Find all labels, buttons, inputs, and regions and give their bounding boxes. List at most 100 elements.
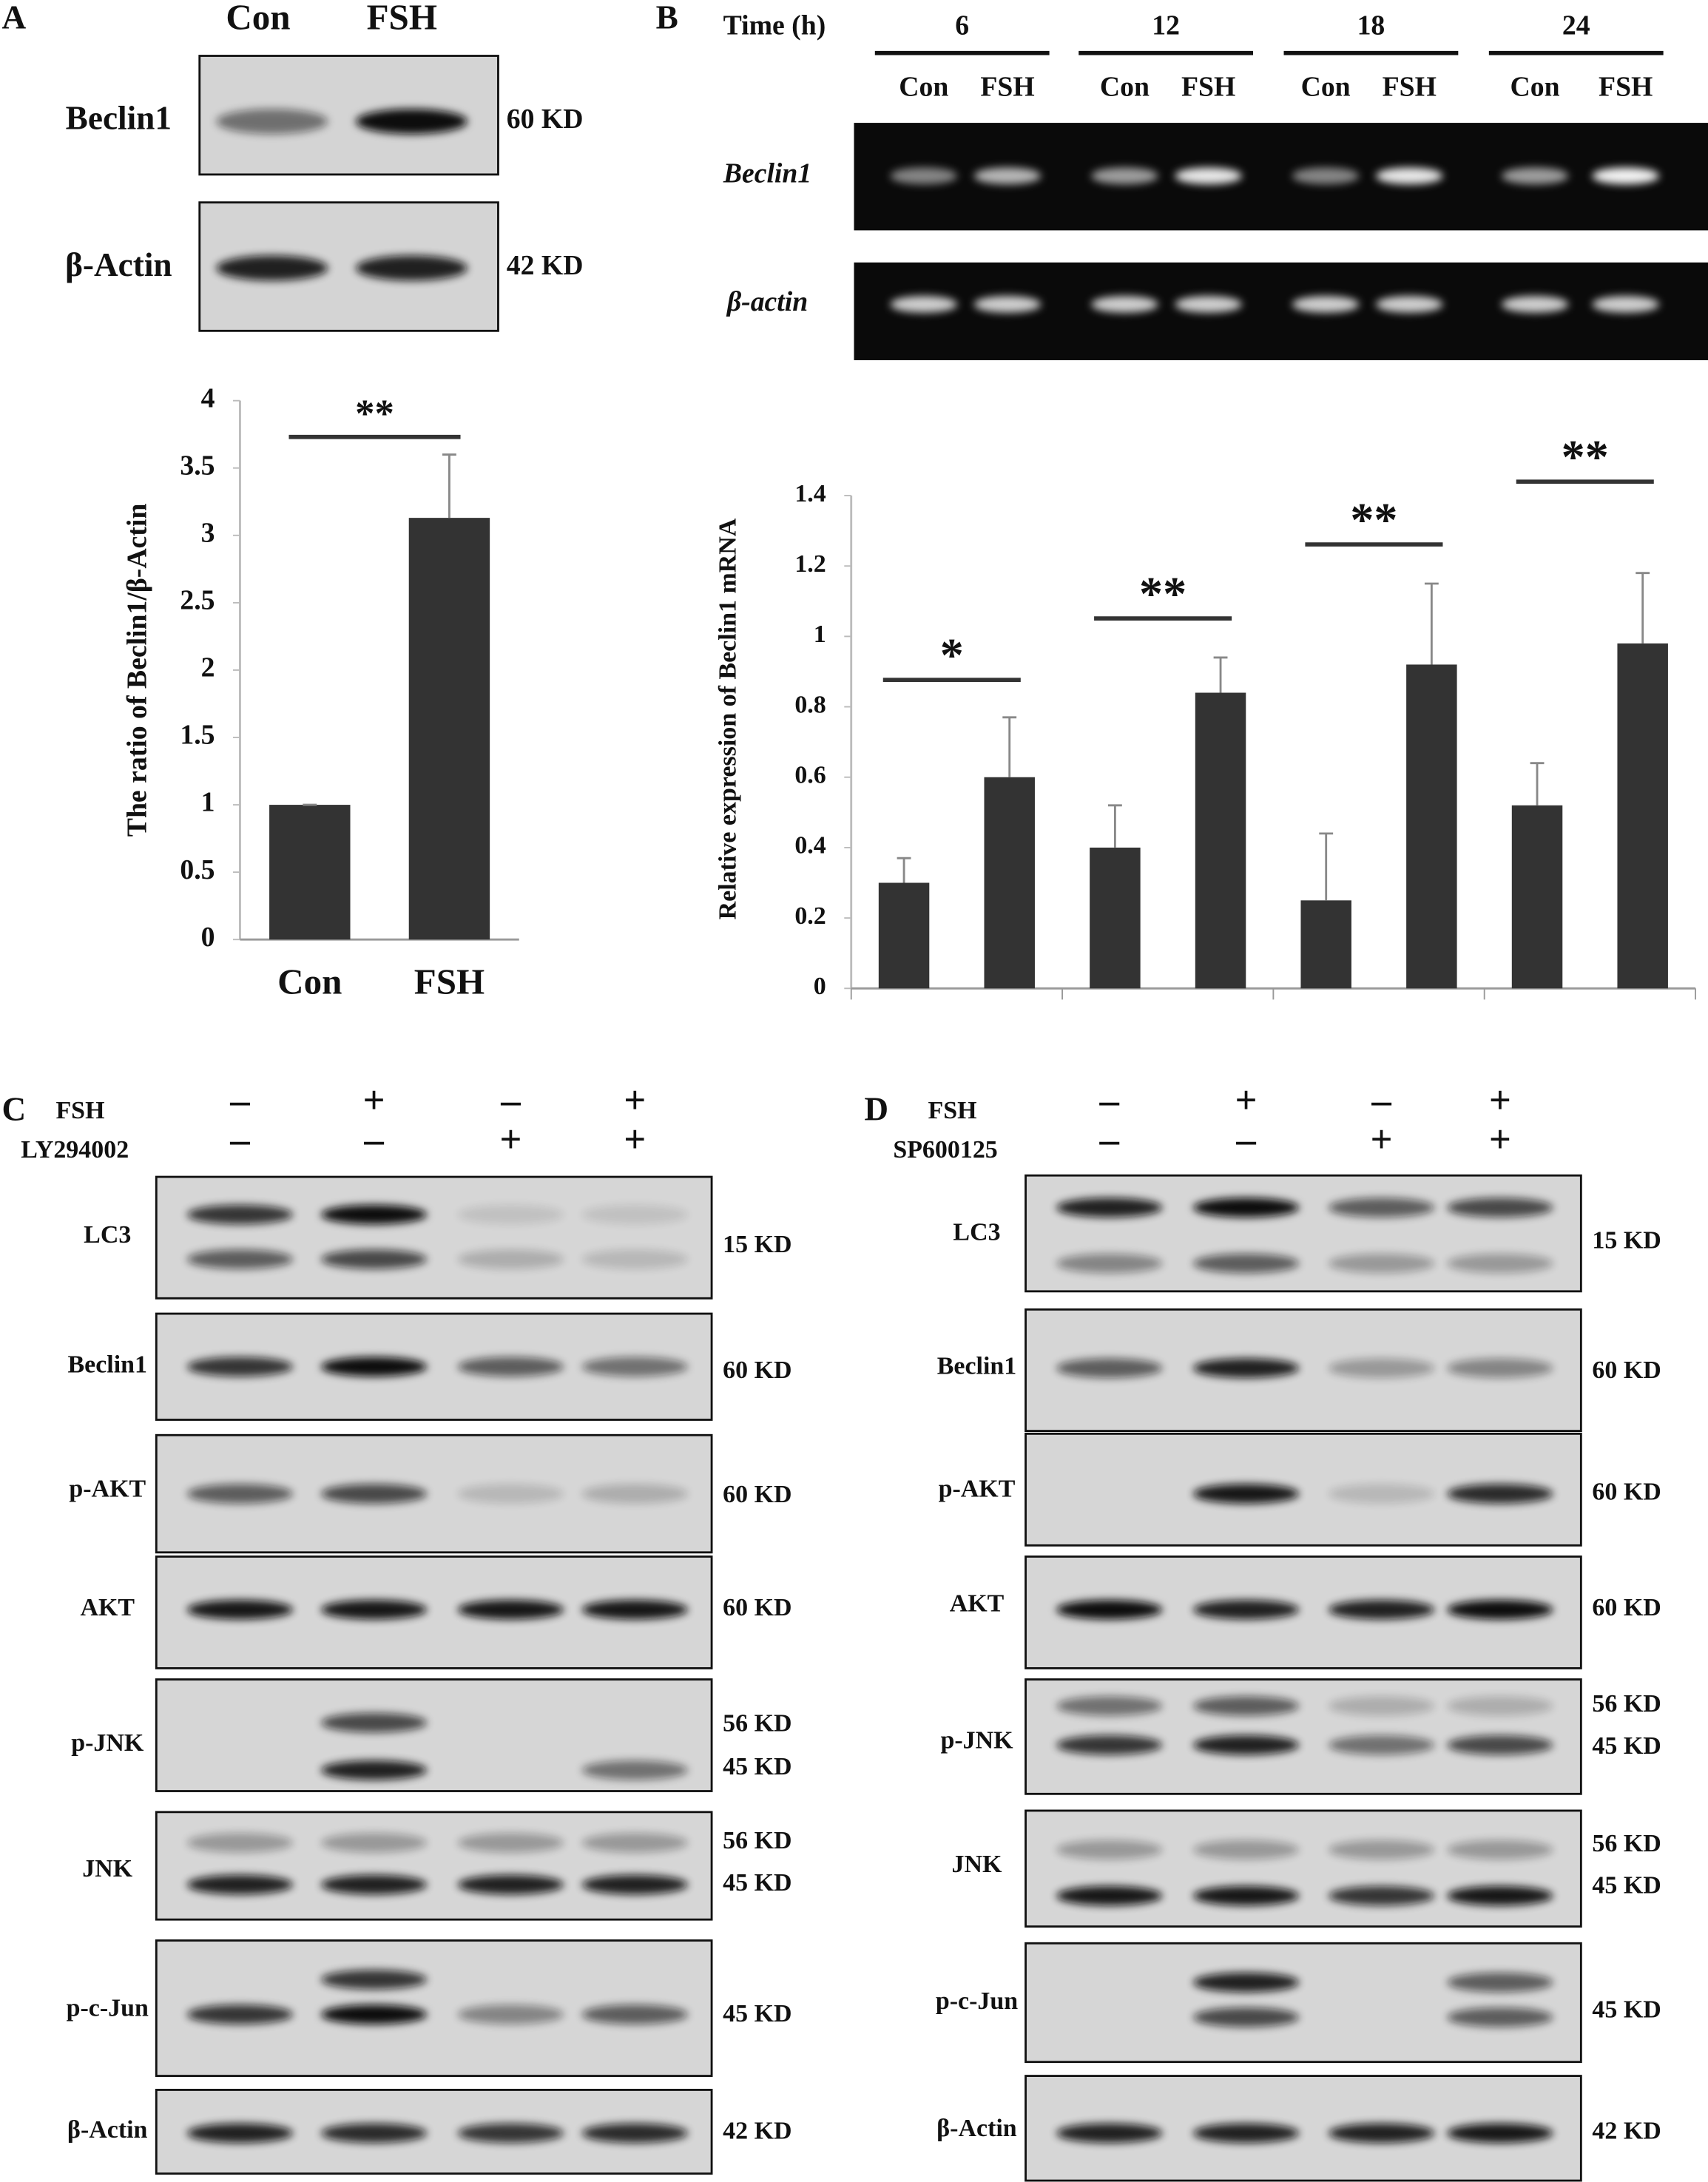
blot-label: β-Actin	[65, 246, 172, 283]
bar	[984, 777, 1035, 989]
blot-label: p-AKT	[69, 1476, 146, 1503]
time-value: 6	[955, 10, 969, 41]
y-tick-label: 0.6	[794, 762, 826, 789]
blot-label: p-c-Jun	[936, 1987, 1018, 2015]
band	[1328, 1484, 1435, 1504]
band	[1592, 167, 1659, 185]
x-tick-label: Con	[277, 962, 342, 1002]
band	[186, 2123, 294, 2144]
significance-mark: **	[1139, 567, 1187, 620]
y-tick-label: 0.4	[794, 832, 826, 859]
band	[1192, 1735, 1300, 1755]
blot	[1025, 1942, 1582, 2064]
blot	[1025, 1809, 1582, 1928]
band	[581, 1599, 689, 1620]
band	[320, 1970, 428, 1990]
blot-label: Beclin1	[66, 100, 172, 137]
blot-size: 60 KD	[1592, 1357, 1661, 1384]
band	[457, 2123, 564, 2144]
blot-label: LC3	[84, 1221, 131, 1249]
band	[320, 2123, 428, 2144]
y-axis-label: The ratio of Beclin1/β-Actin	[121, 504, 152, 837]
blot-label: Beclin1	[68, 1351, 147, 1379]
band	[186, 1833, 294, 1853]
treatment-sign: +	[624, 1079, 646, 1122]
y-tick-label: 0.5	[180, 854, 215, 885]
band	[457, 1484, 564, 1504]
x-tick-label: FSH	[414, 962, 485, 1002]
blot-label: p-c-Jun	[67, 1995, 149, 2022]
band	[457, 1599, 564, 1620]
band	[1056, 1735, 1163, 1755]
y-axis-label: Relative expression of Beclin1 mRNA	[714, 518, 741, 919]
band	[186, 1599, 294, 1620]
y-tick-label: 1	[814, 621, 826, 648]
significance-mark: **	[1562, 430, 1609, 483]
y-tick-label: 1.5	[180, 720, 215, 751]
band	[320, 1712, 428, 1733]
band	[1328, 1358, 1435, 1378]
panel-letter: B	[656, 0, 678, 36]
bar	[408, 518, 490, 940]
treatment-sign: –	[500, 1079, 521, 1122]
band	[1192, 1696, 1300, 1716]
blot-size: 45 KD	[1592, 1996, 1661, 2024]
y-tick-label: 2	[201, 652, 215, 683]
band	[186, 1204, 294, 1225]
band	[973, 167, 1042, 185]
significance-mark: **	[355, 392, 394, 435]
blot-size: 60 KD	[1592, 1594, 1661, 1621]
gel	[854, 262, 1708, 360]
band	[457, 1249, 564, 1269]
band	[1447, 1735, 1553, 1755]
blot-size: 15 KD	[1592, 1227, 1661, 1254]
blot-size: 45 KD	[723, 1869, 791, 1896]
bar	[1195, 692, 1246, 989]
band	[1192, 1253, 1300, 1274]
band	[581, 1357, 689, 1377]
band	[581, 1874, 689, 1895]
time-label: Time (h)	[723, 10, 826, 41]
band	[1192, 1885, 1300, 1906]
treatment-sign: +	[1489, 1118, 1511, 1161]
significance-mark: **	[1350, 493, 1397, 546]
band	[581, 1760, 689, 1780]
band	[890, 167, 958, 185]
blot-size: 45 KD	[1592, 1872, 1661, 1899]
band	[1091, 296, 1158, 313]
blot-size: 15 KD	[723, 1231, 791, 1258]
band	[1192, 1198, 1300, 1217]
band	[457, 1357, 564, 1377]
blot-label: JNK	[82, 1855, 132, 1882]
band	[1175, 167, 1242, 185]
blot-size: 60 KD	[1592, 1478, 1661, 1505]
band	[1328, 1599, 1435, 1620]
band	[581, 1204, 689, 1225]
lane-label: FSH	[1181, 71, 1235, 102]
band	[1376, 296, 1443, 313]
band	[1447, 1484, 1553, 1504]
band	[1056, 1253, 1163, 1274]
blot-label: Beclin1	[937, 1352, 1016, 1379]
treatment-sign: +	[1235, 1079, 1258, 1122]
lane-label: FSH	[1599, 71, 1653, 102]
blot-size: 56 KD	[723, 1827, 791, 1854]
band	[973, 296, 1042, 313]
blot-size: 56 KD	[1592, 1830, 1661, 1857]
treatment-sign: –	[229, 1079, 250, 1122]
blot	[155, 1175, 713, 1300]
band	[1192, 2007, 1300, 2027]
band	[1447, 1198, 1553, 1217]
band	[1328, 1840, 1435, 1860]
band	[1447, 1972, 1553, 1993]
band	[356, 255, 467, 281]
band	[320, 1833, 428, 1853]
band	[581, 1249, 689, 1269]
band	[890, 296, 958, 313]
treatment-label: FSH	[928, 1097, 976, 1124]
blot-label: β-Actin	[936, 2115, 1016, 2142]
y-tick-label: 1	[201, 787, 215, 818]
band	[1328, 1198, 1435, 1217]
treatment-label: LY294002	[21, 1136, 129, 1163]
